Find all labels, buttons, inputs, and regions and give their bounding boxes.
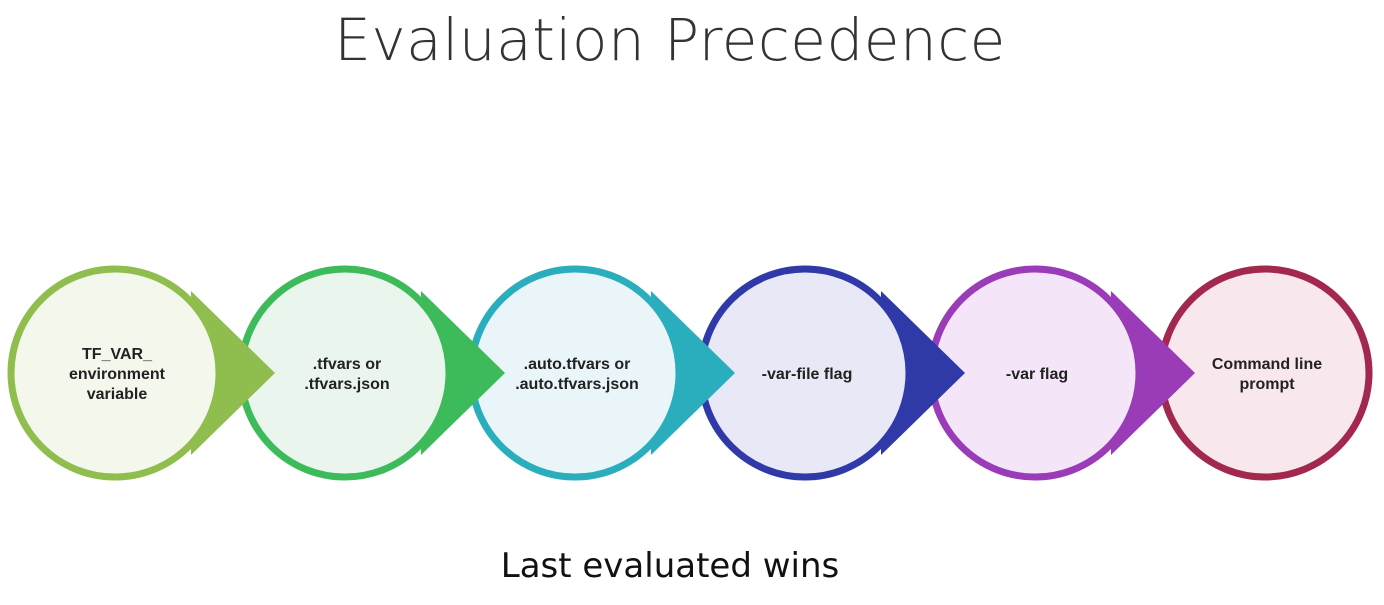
step-1-circle — [7, 265, 223, 481]
step-6-label-line: Command line — [1212, 356, 1322, 373]
step-4: -var-file flag — [697, 265, 965, 481]
step-3: .auto.tfvars or .auto.tfvars.json — [467, 265, 735, 481]
step-6-label-line: prompt — [1239, 376, 1295, 393]
step-1-label-line: TF_VAR_ — [82, 346, 153, 363]
step-2: .tfvars or .tfvars.json — [237, 265, 505, 481]
step-1-label-line: variable — [87, 386, 148, 403]
step-3-label-line: .auto.tfvars.json — [515, 376, 639, 393]
step-2-label-line: .tfvars.json — [304, 376, 389, 393]
slide-title: Evaluation Precedence — [334, 6, 1006, 74]
step-4-label-line: -var-file flag — [762, 366, 853, 383]
step-3-label-line: .auto.tfvars or — [524, 356, 631, 373]
step-2-label-line: .tfvars or — [313, 356, 381, 373]
step-6: Command line prompt — [1157, 265, 1373, 481]
slide-footer-caption: Last evaluated wins — [500, 546, 840, 586]
step-1: TF_VAR_ environment variable — [7, 265, 275, 481]
step-5: -var flag — [927, 265, 1195, 481]
step-1-label-line: environment — [69, 366, 166, 383]
step-5-label-line: -var flag — [1006, 366, 1068, 383]
